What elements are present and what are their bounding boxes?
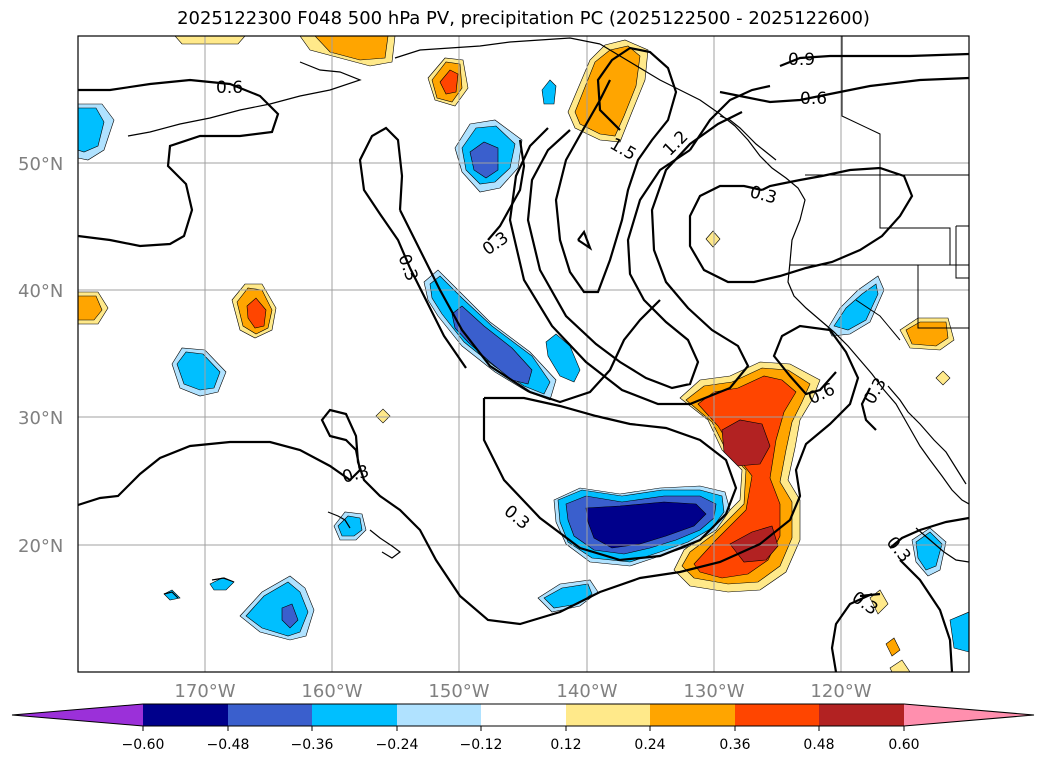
precip-positive-area — [889, 659, 911, 672]
map-border — [77, 35, 970, 673]
contour-label: 0.6 — [216, 78, 243, 98]
colorbar-tick-label: 0.24 — [634, 737, 665, 753]
colorbar-tick-label: −0.24 — [376, 737, 419, 753]
precip-negative-area — [949, 611, 969, 653]
precipitation-shading — [78, 36, 969, 672]
map-title: 2025122300 F048 500 hPa PV, precipitatio… — [177, 8, 870, 29]
lon-label: 120°W — [810, 681, 871, 702]
lat-label: 30°N — [18, 408, 63, 429]
lon-label: 170°W — [174, 681, 235, 702]
precip-negative-area — [337, 515, 363, 537]
precip-negative-area — [469, 141, 499, 179]
precip-negative-area — [78, 107, 105, 153]
colorbar-segment — [650, 704, 735, 726]
latitude-labels: 50°N 40°N 30°N 20°N — [18, 154, 63, 557]
precip-negative-area — [451, 305, 533, 385]
longitude-labels: 170°W 160°W 150°W 140°W 130°W 120°W — [174, 681, 871, 702]
precip-negative-area — [545, 333, 581, 383]
colorbar-tick-label: −0.12 — [460, 737, 503, 753]
precip-negative-area — [281, 603, 299, 629]
precip-positive-area — [375, 408, 391, 424]
lon-label: 160°W — [301, 681, 362, 702]
colorbar-segment — [312, 704, 397, 726]
precip-positive-area — [721, 419, 771, 467]
colorbar-segment — [397, 704, 481, 726]
lat-label: 20°N — [18, 536, 63, 557]
colorbar-tick-label: −0.60 — [122, 737, 165, 753]
precip-positive-area — [869, 589, 889, 615]
colorbar-extend-min — [12, 704, 143, 726]
precip-positive-area — [935, 370, 951, 386]
political-borders — [790, 36, 969, 341]
precip-negative-area — [176, 351, 221, 391]
precip-positive-area — [174, 36, 246, 45]
colorbar-segment — [566, 704, 650, 726]
pv-contours — [78, 46, 969, 672]
precip-positive-area — [246, 297, 267, 329]
precip-positive-area — [705, 230, 721, 248]
colorbar-extend-max — [904, 704, 1034, 726]
contour-label: 0.9 — [788, 50, 815, 70]
precip-negative-area — [541, 79, 557, 105]
lon-label: 140°W — [556, 681, 617, 702]
precip-negative-area — [585, 501, 707, 549]
precip-negative-area — [833, 283, 879, 331]
colorbar-tick-label: 0.36 — [719, 737, 750, 753]
colorbar-segment — [735, 704, 819, 726]
colorbar-segment — [481, 704, 566, 726]
precip-positive-area — [885, 637, 901, 657]
colorbar-tick-label: −0.48 — [207, 737, 250, 753]
gridlines — [78, 36, 969, 672]
precip-positive-area — [314, 36, 389, 61]
precip-positive-area — [78, 295, 103, 321]
precip-negative-area — [915, 531, 943, 571]
colorbar: −0.60 −0.48 −0.36 −0.24 −0.12 0.12 0.24 … — [11, 703, 1035, 753]
colorbar-tick-label: 0.12 — [550, 737, 581, 753]
lon-label: 130°W — [683, 681, 744, 702]
colorbar-tick-label: 0.48 — [803, 737, 834, 753]
colorbar-tick-label: 0.60 — [888, 737, 919, 753]
coastlines — [127, 37, 969, 599]
colorbar-segment — [819, 704, 904, 726]
contour-label: 0.6 — [800, 89, 827, 109]
colorbar-segment — [143, 704, 228, 726]
precip-positive-area — [439, 69, 459, 95]
colorbar-tick-label: −0.36 — [291, 737, 334, 753]
lat-label: 50°N — [18, 154, 63, 175]
colorbar-segment — [228, 704, 312, 726]
lat-label: 40°N — [18, 281, 63, 302]
lon-label: 150°W — [428, 681, 489, 702]
